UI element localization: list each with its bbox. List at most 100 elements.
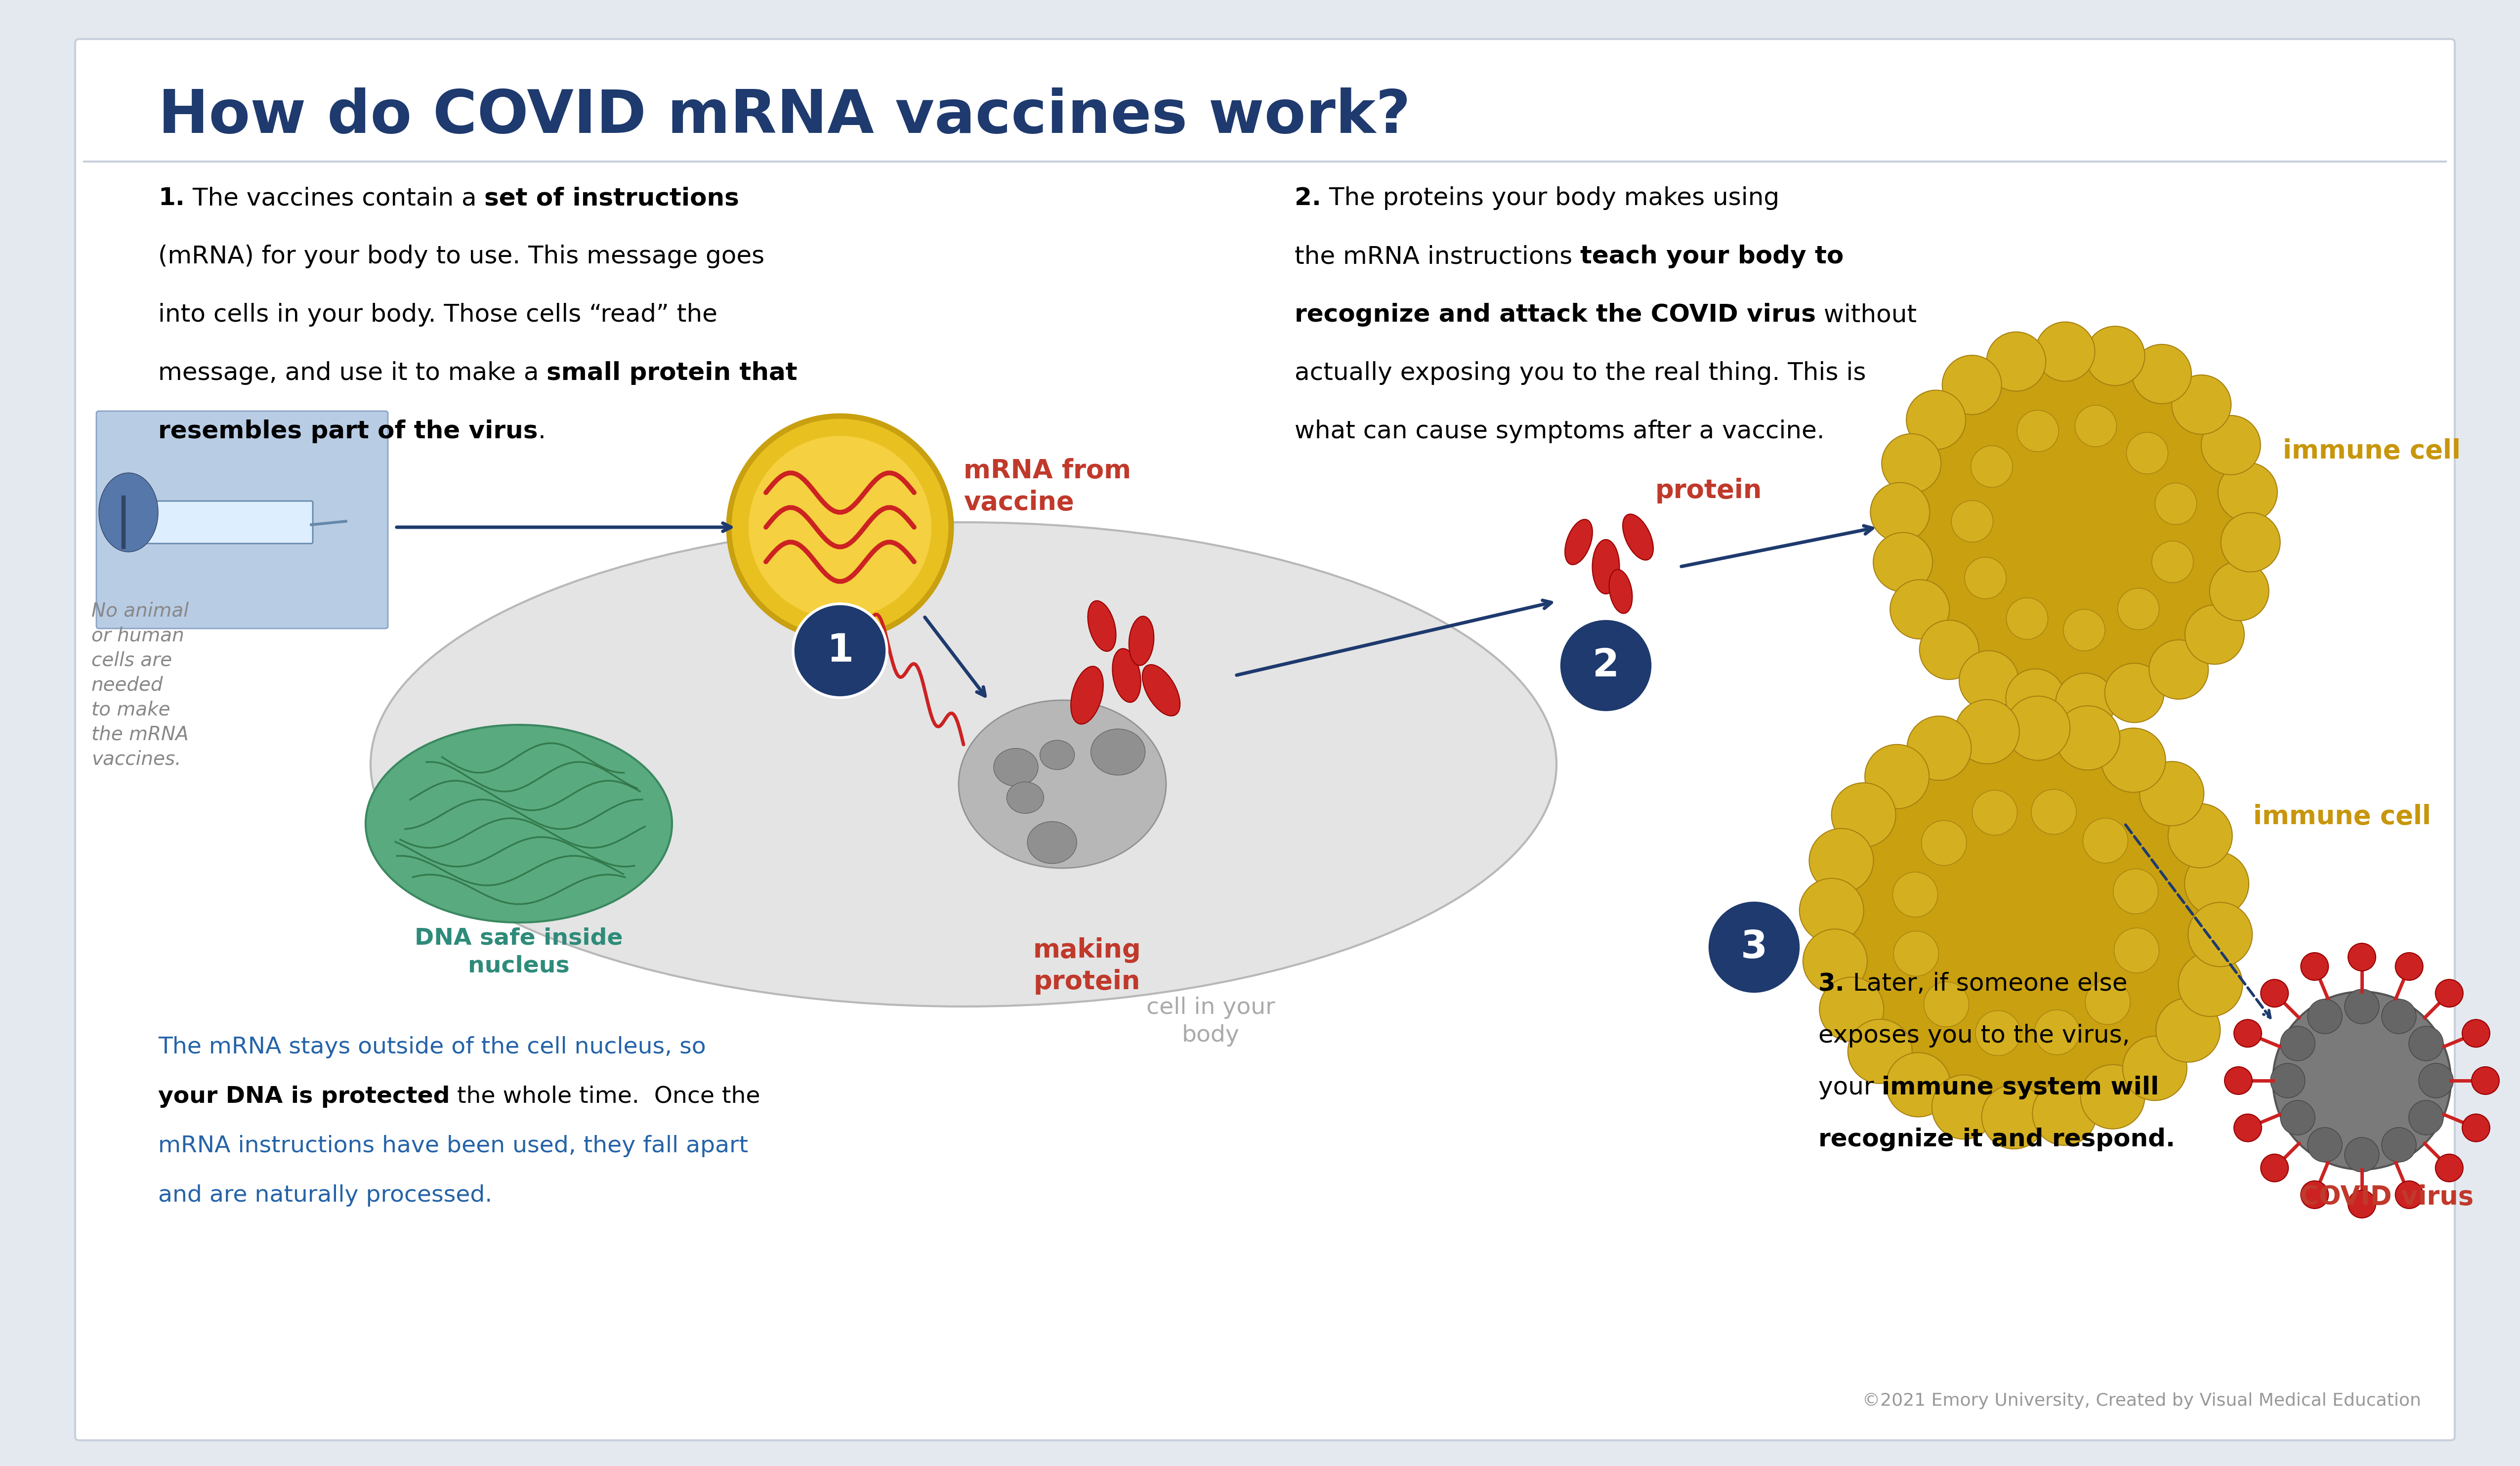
FancyBboxPatch shape <box>96 410 388 629</box>
Text: cell in your
body: cell in your body <box>1147 997 1275 1047</box>
Circle shape <box>1905 390 1966 450</box>
Ellipse shape <box>1129 616 1154 666</box>
Ellipse shape <box>1071 667 1104 724</box>
Text: The vaccines contain a: The vaccines contain a <box>184 186 484 210</box>
Circle shape <box>2185 605 2245 664</box>
Ellipse shape <box>1089 601 1116 651</box>
Circle shape <box>2344 1138 2379 1171</box>
Circle shape <box>2132 345 2192 403</box>
Text: protein: protein <box>1656 478 1761 503</box>
Text: immune cell: immune cell <box>2253 803 2432 830</box>
FancyBboxPatch shape <box>76 40 2454 1440</box>
Circle shape <box>2056 673 2114 733</box>
Circle shape <box>2434 1154 2462 1182</box>
Circle shape <box>2308 1127 2341 1163</box>
Circle shape <box>2397 1182 2424 1208</box>
Circle shape <box>2409 1026 2444 1061</box>
Circle shape <box>2419 1063 2454 1098</box>
Circle shape <box>2172 375 2230 434</box>
Circle shape <box>2260 1154 2288 1182</box>
Text: No animal
or human
cells are
needed
to make
the mRNA
vaccines.: No animal or human cells are needed to m… <box>91 601 189 768</box>
Ellipse shape <box>748 435 932 619</box>
Circle shape <box>2127 432 2167 474</box>
Text: The proteins your body makes using: The proteins your body makes using <box>1320 186 1779 210</box>
Text: mRNA from
vaccine: mRNA from vaccine <box>963 457 1131 516</box>
Text: Later, if someone else: Later, if someone else <box>1845 972 2127 995</box>
Text: set of instructions: set of instructions <box>484 186 738 210</box>
Circle shape <box>2210 561 2268 620</box>
Circle shape <box>2273 991 2452 1170</box>
Text: DNA safe inside
nucleus: DNA safe inside nucleus <box>416 928 622 976</box>
Circle shape <box>2472 1067 2500 1095</box>
Text: recognize and attack the COVID virus: recognize and attack the COVID virus <box>1295 303 1817 327</box>
Ellipse shape <box>1111 648 1142 702</box>
Circle shape <box>2301 1182 2328 1208</box>
Circle shape <box>1819 978 1885 1041</box>
Circle shape <box>1885 1053 1950 1117</box>
Circle shape <box>2122 1036 2187 1101</box>
Circle shape <box>1973 790 2016 836</box>
Ellipse shape <box>1610 569 1633 613</box>
Circle shape <box>2084 979 2129 1025</box>
Circle shape <box>2117 588 2160 630</box>
Circle shape <box>2034 1010 2079 1054</box>
Circle shape <box>2006 598 2049 639</box>
Circle shape <box>1890 579 1950 639</box>
Ellipse shape <box>365 724 673 922</box>
Text: small protein that: small protein that <box>547 361 796 386</box>
Circle shape <box>2064 610 2104 651</box>
Circle shape <box>1560 619 1653 712</box>
Circle shape <box>1893 931 1938 976</box>
Circle shape <box>2167 803 2233 868</box>
Circle shape <box>2074 405 2117 447</box>
Circle shape <box>2281 1026 2316 1061</box>
Text: exposes you to the virus,: exposes you to the virus, <box>1819 1023 2129 1048</box>
Circle shape <box>2006 668 2064 729</box>
Ellipse shape <box>370 522 1557 1007</box>
Circle shape <box>2056 705 2119 770</box>
Circle shape <box>1819 715 2233 1130</box>
Circle shape <box>1706 900 1802 994</box>
Text: the mRNA instructions: the mRNA instructions <box>1295 245 1580 268</box>
Text: The mRNA stays outside of the cell nucleus, so: The mRNA stays outside of the cell nucle… <box>159 1036 706 1058</box>
Circle shape <box>2185 852 2248 916</box>
Ellipse shape <box>958 701 1167 868</box>
Text: recognize it and respond.: recognize it and respond. <box>1819 1127 2175 1151</box>
Circle shape <box>1966 557 2006 598</box>
Text: your DNA is protected: your DNA is protected <box>159 1085 451 1108</box>
Circle shape <box>2155 482 2197 525</box>
Text: 1.: 1. <box>159 186 184 210</box>
Text: mRNA instructions have been used, they fall apart: mRNA instructions have been used, they f… <box>159 1135 748 1157</box>
Circle shape <box>2409 1101 2444 1135</box>
Text: your: your <box>1819 1076 1882 1100</box>
Circle shape <box>2260 979 2288 1007</box>
Text: 3: 3 <box>1741 928 1767 966</box>
Circle shape <box>2114 869 2157 913</box>
Circle shape <box>1802 929 1867 994</box>
Circle shape <box>2220 513 2281 572</box>
Circle shape <box>2084 818 2127 863</box>
Circle shape <box>2344 990 2379 1023</box>
Ellipse shape <box>1565 519 1593 564</box>
Circle shape <box>1908 715 1971 780</box>
Circle shape <box>2301 953 2328 981</box>
Circle shape <box>1870 482 1930 542</box>
Text: 2: 2 <box>1593 647 1620 685</box>
Circle shape <box>2462 1114 2490 1142</box>
Circle shape <box>2016 410 2059 452</box>
Circle shape <box>1865 745 1930 809</box>
Text: 2.: 2. <box>1295 186 1320 210</box>
Circle shape <box>2036 323 2094 381</box>
Text: resembles part of the virus: resembles part of the virus <box>159 419 537 443</box>
Text: actually exposing you to the real thing. This is: actually exposing you to the real thing.… <box>1295 361 1865 386</box>
Circle shape <box>2082 1064 2145 1129</box>
Circle shape <box>1923 982 1968 1026</box>
Circle shape <box>2233 1019 2260 1047</box>
Circle shape <box>1986 331 2046 391</box>
Ellipse shape <box>1091 729 1144 776</box>
Circle shape <box>2281 1101 2316 1135</box>
Circle shape <box>1981 1085 2046 1149</box>
Circle shape <box>1971 446 2013 487</box>
Ellipse shape <box>1142 664 1179 715</box>
Circle shape <box>2200 415 2260 475</box>
